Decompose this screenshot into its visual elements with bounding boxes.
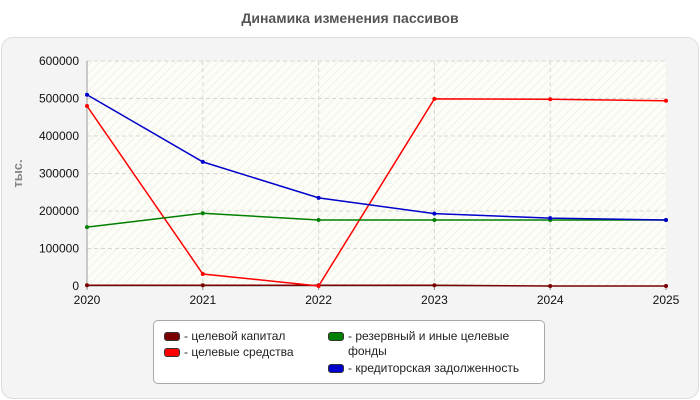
series-1-point: [664, 284, 668, 288]
series-1-point: [432, 283, 437, 288]
series-2-point: [548, 97, 553, 102]
series-3-point: [200, 211, 205, 216]
x-tick-label: 2025: [653, 293, 680, 307]
series-line-2: [86, 98, 667, 287]
series-1-point: [85, 283, 89, 288]
series-1-point: [200, 283, 205, 288]
series-3-point: [85, 225, 89, 230]
series-4-point: [548, 216, 553, 221]
legend-label-series-1: целевой капитал: [191, 329, 286, 343]
x-tick-label: 2023: [421, 293, 448, 307]
x-tick-label: 2022: [305, 293, 332, 307]
y-tick-label: 400000: [39, 129, 79, 143]
y-tick-label: 200000: [39, 204, 79, 218]
y-tick-label: 100000: [39, 242, 79, 256]
y-tick-label: 300000: [39, 167, 79, 181]
legend-label-series-3: резервный и иные целевые фонды: [348, 329, 510, 358]
legend-item-series-4: - кредиторская задолженность: [328, 361, 519, 376]
series-2-point: [85, 104, 89, 108]
legend-label-series-2: целевые средства: [191, 345, 294, 359]
legend-swatch-series-4: [328, 364, 344, 373]
series-4-point: [664, 218, 668, 222]
chart-title: Динамика изменения пассивов: [241, 10, 459, 26]
legend-item-series-2: - целевые средства: [164, 345, 294, 360]
y-tick-label: 500000: [39, 92, 79, 106]
series-line-4: [86, 94, 667, 221]
series-1-point: [548, 284, 553, 288]
series-3-point: [432, 218, 437, 222]
legend-label-series-4: кредиторская задолженность: [355, 361, 520, 375]
legend-swatch-series-2: [164, 348, 180, 357]
series-4-point: [432, 211, 437, 216]
chart-legend: - целевой капитал - целевые средства - р…: [153, 320, 545, 384]
series-3-point: [316, 218, 321, 222]
series-4-point: [85, 92, 89, 97]
series-2-point: [664, 98, 668, 103]
y-tick-label: 600000: [39, 54, 79, 68]
x-tick-label: 2021: [189, 293, 216, 307]
series-2-point: [316, 284, 321, 288]
y-axis-label: тыс.: [10, 159, 25, 187]
x-tick-label: 2020: [74, 293, 101, 307]
legend-item-series-1: - целевой капитал: [164, 329, 285, 344]
series-4-point: [200, 159, 205, 164]
legend-swatch-series-1: [164, 332, 180, 341]
series-2-point: [432, 96, 437, 101]
legend-item-series-3: - резервный и иные целевые фонды: [328, 329, 533, 359]
series-line-1: [87, 284, 666, 287]
y-tick-label: 0: [72, 279, 79, 293]
series-2-point: [200, 272, 205, 276]
series-line-3: [86, 212, 666, 228]
x-tick-label: 2024: [537, 293, 564, 307]
legend-swatch-series-3: [328, 332, 344, 341]
series-4-point: [316, 195, 321, 200]
